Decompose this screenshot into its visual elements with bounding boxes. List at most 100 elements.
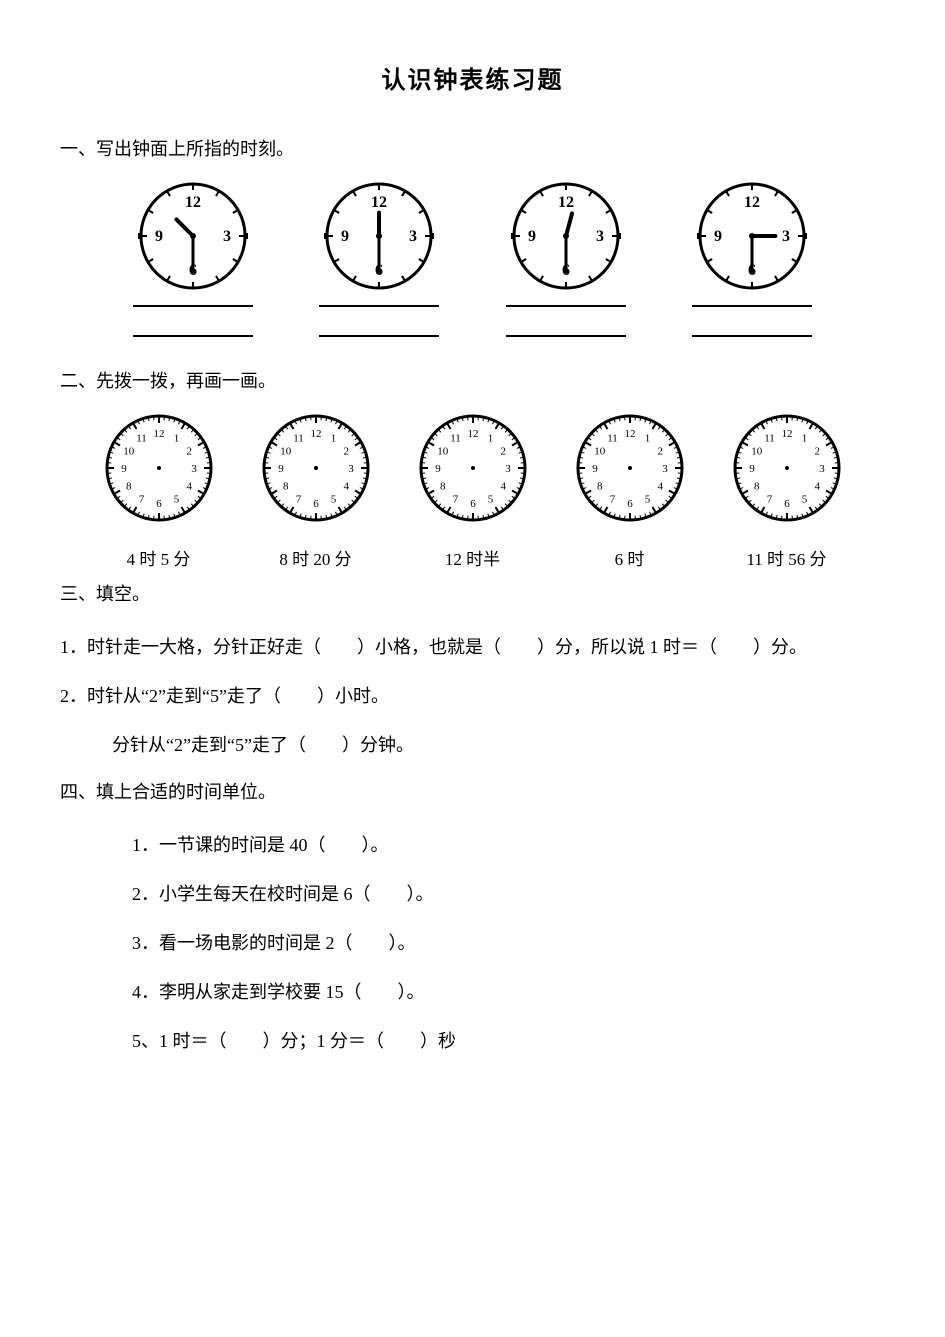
clock-label: 11 时 56 分 — [746, 545, 826, 570]
svg-text:12: 12 — [153, 428, 164, 440]
svg-text:7: 7 — [609, 493, 615, 505]
svg-text:4: 4 — [186, 481, 192, 493]
svg-text:11: 11 — [136, 433, 147, 445]
svg-text:2: 2 — [814, 446, 820, 458]
clock-column: 12369 — [506, 181, 626, 337]
answer-line — [506, 335, 626, 337]
svg-text:10: 10 — [594, 446, 606, 458]
svg-text:10: 10 — [437, 446, 449, 458]
section2-heading: 二、先拨一拨，再画一画。 — [60, 367, 885, 393]
clock-label: 8 时 20 分 — [279, 545, 351, 570]
svg-text:8: 8 — [596, 481, 602, 493]
svg-text:4: 4 — [500, 481, 506, 493]
clock-label: 12 时半 — [445, 545, 500, 570]
svg-text:3: 3 — [782, 228, 790, 245]
svg-text:3: 3 — [662, 463, 668, 475]
svg-text:5: 5 — [173, 493, 179, 505]
svg-text:7: 7 — [452, 493, 458, 505]
svg-text:7: 7 — [295, 493, 301, 505]
page-title: 认识钟表练习题 — [60, 60, 885, 95]
clock-column: 12369 — [133, 181, 253, 337]
svg-text:11: 11 — [450, 433, 461, 445]
svg-text:7: 7 — [766, 493, 772, 505]
clock-face-icon: 123456789101112 — [732, 413, 842, 523]
svg-text:1: 1 — [487, 433, 493, 445]
svg-text:12: 12 — [558, 194, 574, 211]
svg-text:4: 4 — [814, 481, 820, 493]
section2-clock-row: 1234567891011124 时 5 分1234567891011128 时… — [60, 413, 885, 570]
clock-column: 12345678910111211 时 56 分 — [732, 413, 842, 570]
svg-text:3: 3 — [505, 463, 511, 475]
svg-text:7: 7 — [138, 493, 144, 505]
svg-text:6: 6 — [627, 498, 633, 510]
svg-text:8: 8 — [125, 481, 131, 493]
svg-text:6: 6 — [156, 498, 162, 510]
clock-column: 12345678910111212 时半 — [418, 413, 528, 570]
clock-face-icon: 12369 — [324, 181, 434, 291]
clock-column: 1234567891011128 时 20 分 — [261, 413, 371, 570]
svg-text:5: 5 — [801, 493, 807, 505]
svg-text:6: 6 — [313, 498, 319, 510]
clock-label: 6 时 — [615, 545, 645, 570]
svg-text:6: 6 — [784, 498, 790, 510]
svg-text:1: 1 — [644, 433, 650, 445]
svg-text:4: 4 — [343, 481, 349, 493]
svg-text:9: 9 — [121, 463, 127, 475]
svg-text:9: 9 — [155, 228, 163, 245]
answer-line — [692, 305, 812, 307]
svg-text:9: 9 — [714, 228, 722, 245]
svg-text:9: 9 — [528, 228, 536, 245]
clock-face-icon: 12369 — [511, 181, 621, 291]
svg-text:9: 9 — [278, 463, 284, 475]
clock-face-icon: 12369 — [697, 181, 807, 291]
svg-text:12: 12 — [467, 428, 478, 440]
svg-text:1: 1 — [801, 433, 807, 445]
answer-line — [506, 305, 626, 307]
svg-text:4: 4 — [657, 481, 663, 493]
svg-text:1: 1 — [173, 433, 179, 445]
section4-heading: 四、填上合适的时间单位。 — [60, 778, 885, 804]
svg-text:12: 12 — [310, 428, 321, 440]
svg-text:6: 6 — [470, 498, 476, 510]
svg-text:5: 5 — [330, 493, 336, 505]
svg-text:2: 2 — [500, 446, 506, 458]
svg-text:8: 8 — [753, 481, 759, 493]
svg-text:12: 12 — [781, 428, 792, 440]
svg-text:8: 8 — [282, 481, 288, 493]
section4-q4: 4．李明从家走到学校要 15（ ）。 — [60, 971, 885, 1014]
clock-column: 1234567891011124 时 5 分 — [104, 413, 214, 570]
svg-text:10: 10 — [751, 446, 763, 458]
section4-q2: 2．小学生每天在校时间是 6（ ）。 — [60, 873, 885, 916]
answer-line — [319, 305, 439, 307]
clock-column: 12369 — [319, 181, 439, 337]
svg-text:9: 9 — [749, 463, 755, 475]
section4-q5: 5、1 时＝（ ）分；1 分＝（ ）秒 — [60, 1020, 885, 1063]
clock-face-icon: 123456789101112 — [261, 413, 371, 523]
clock-face-icon: 123456789101112 — [575, 413, 685, 523]
answer-line — [319, 335, 439, 337]
svg-text:9: 9 — [341, 228, 349, 245]
clock-column: 1234567891011126 时 — [575, 413, 685, 570]
svg-text:8: 8 — [439, 481, 445, 493]
answer-line — [133, 305, 253, 307]
section4-q1: 1．一节课的时间是 40（ ）。 — [60, 824, 885, 867]
section3-q2b: 分针从“2”走到“5”走了（ ）分钟。 — [60, 724, 885, 767]
svg-text:5: 5 — [487, 493, 493, 505]
svg-text:2: 2 — [186, 446, 192, 458]
clock-label: 4 时 5 分 — [127, 545, 191, 570]
svg-text:3: 3 — [348, 463, 354, 475]
clock-face-icon: 123456789101112 — [104, 413, 214, 523]
svg-text:5: 5 — [644, 493, 650, 505]
svg-text:10: 10 — [123, 446, 135, 458]
svg-text:2: 2 — [343, 446, 349, 458]
svg-text:3: 3 — [223, 228, 231, 245]
svg-text:11: 11 — [764, 433, 775, 445]
answer-line — [692, 335, 812, 337]
svg-text:3: 3 — [191, 463, 197, 475]
answer-line — [133, 335, 253, 337]
svg-text:12: 12 — [624, 428, 635, 440]
section3-q2a: 2．时针从“2”走到“5”走了（ ）小时。 — [60, 675, 885, 718]
section1-clock-row: 12369 12369 12369 12369 — [60, 181, 885, 337]
svg-text:9: 9 — [435, 463, 441, 475]
svg-text:3: 3 — [409, 228, 417, 245]
